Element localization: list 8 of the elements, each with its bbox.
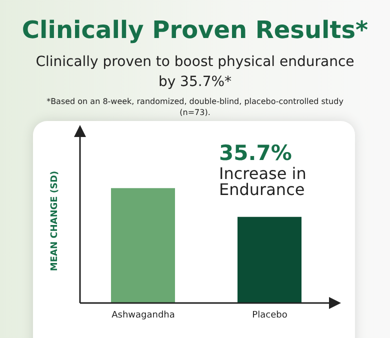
chart-title: Clinically Proven Results*	[20, 16, 370, 44]
annotation: Increase in Endurance	[219, 164, 308, 199]
text: 35.7%	[219, 141, 292, 165]
y-axis-title: MEAN CHANGE (SD)	[50, 170, 60, 272]
text: *Based on an 8-week, randomized, double-blind, placebo-controlled study (n=73).	[46, 96, 344, 118]
x-tick-label: Ashwagandha	[112, 310, 175, 320]
x-tick-label: Placebo	[252, 310, 288, 320]
chart-subtitle: Clinically proven to boost physical endurance by 35.7%*	[34, 53, 356, 92]
